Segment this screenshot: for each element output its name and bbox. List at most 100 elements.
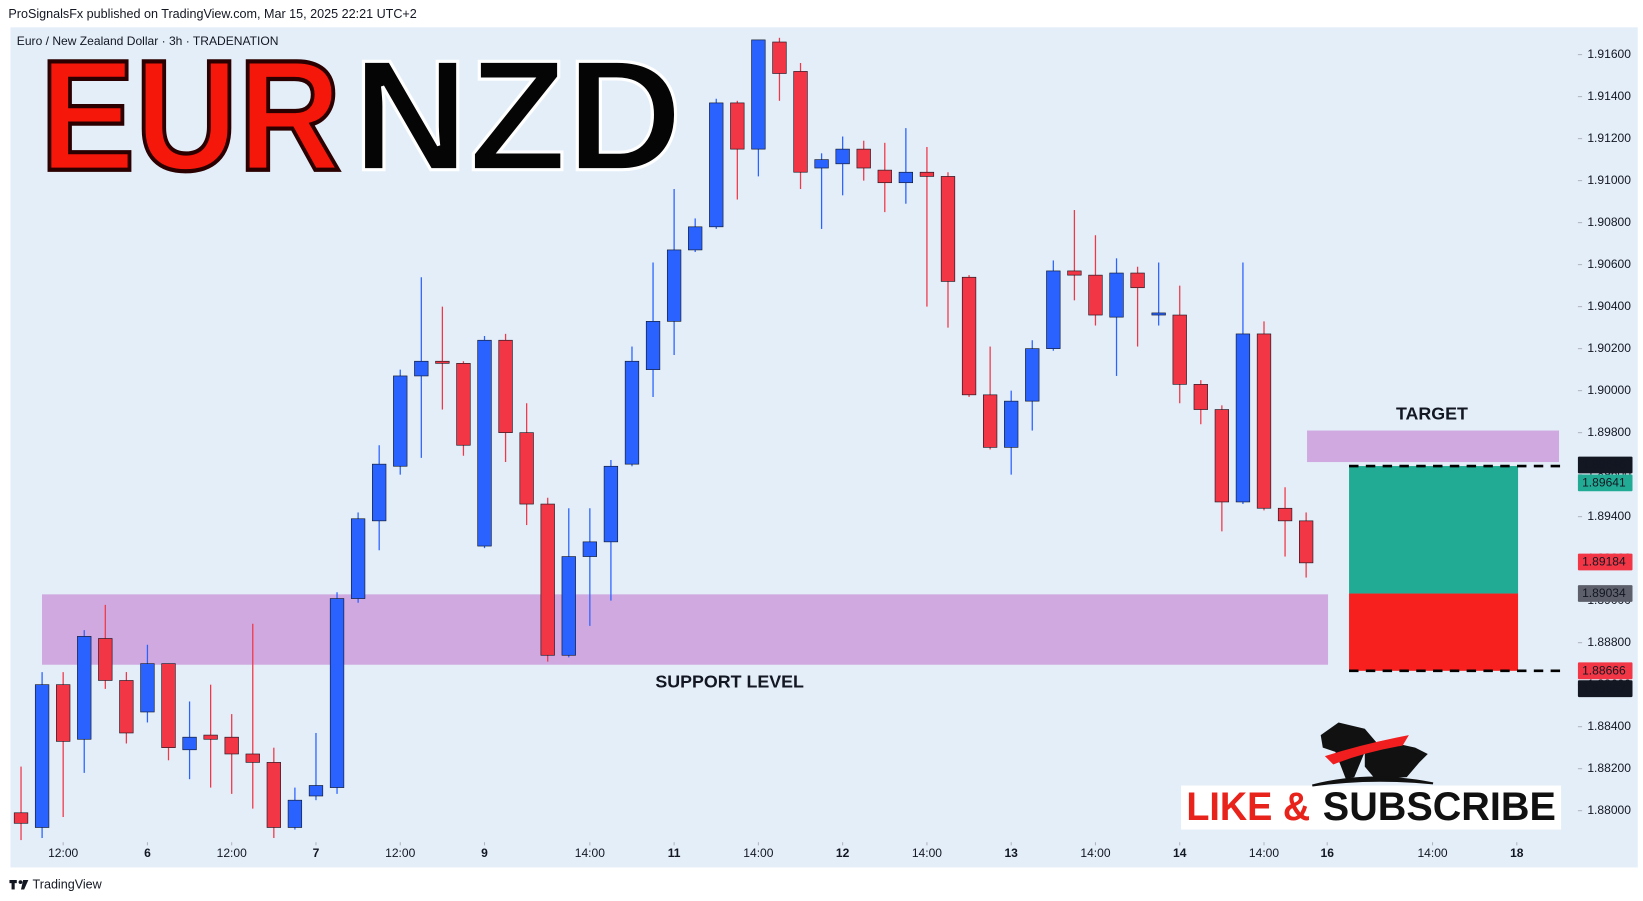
candle-body <box>393 375 408 467</box>
candle-body <box>498 339 513 433</box>
y-tick-label: 1.90200 <box>1587 341 1631 355</box>
candle-body <box>688 226 703 251</box>
y-tick-label: 1.91200 <box>1587 131 1631 145</box>
y-tick-label: 1.89800 <box>1587 425 1631 439</box>
candle-body <box>182 736 197 751</box>
y-tick-label: 1.90000 <box>1587 383 1631 397</box>
candle-body <box>1298 520 1314 564</box>
candle-body <box>1046 270 1061 349</box>
promo-like: LIKE & <box>1186 785 1310 829</box>
candle-body <box>77 636 92 740</box>
price-badge-label: 1.89646 <box>1582 458 1626 472</box>
x-tick-label: 6 <box>144 846 151 860</box>
x-tick-label: 12 <box>836 846 850 860</box>
candle-body <box>1172 314 1187 385</box>
y-tick-label: 1.91400 <box>1587 89 1631 103</box>
x-tick-label: 7 <box>313 846 320 860</box>
candle-body <box>1067 270 1082 276</box>
y-tick-label: 1.90400 <box>1587 299 1631 313</box>
x-tick-label: 14:00 <box>743 846 773 860</box>
swoosh <box>1324 735 1409 765</box>
x-tick-label: 18 <box>1510 846 1524 860</box>
candle-body <box>456 363 471 446</box>
candle-body <box>1088 274 1103 316</box>
loss-area <box>1349 593 1519 671</box>
candle-body <box>140 663 155 713</box>
candle-body <box>961 276 977 396</box>
x-tick-label: 14:00 <box>912 846 942 860</box>
candle-body <box>224 736 239 755</box>
candle-body <box>709 102 724 228</box>
x-tick-label: 14:00 <box>575 846 605 860</box>
candle-body <box>477 339 492 547</box>
candle-body <box>287 799 303 828</box>
candle-body <box>856 148 871 169</box>
x-tick-label: 14:00 <box>1417 846 1447 860</box>
candle-body <box>203 734 218 740</box>
price-badge <box>1577 474 1633 492</box>
candle-body <box>1214 409 1230 503</box>
x-tick-label: 12:00 <box>385 846 415 860</box>
x-tick-label: 14:00 <box>1249 846 1279 860</box>
x-tick-label: 12:00 <box>48 846 78 860</box>
candle-body <box>308 785 324 797</box>
x-tick-label: 16 <box>1320 846 1334 860</box>
candle-body <box>540 503 555 656</box>
overlay-title-nzd: NZD <box>353 28 683 204</box>
price-badge <box>1577 553 1633 571</box>
candle-body <box>814 159 829 169</box>
candle-body <box>1193 384 1208 410</box>
x-tick-label: 13 <box>1004 846 1018 860</box>
overlay-title-eur: EUR <box>40 28 341 204</box>
candle-body <box>919 171 935 177</box>
price-badge-label: 1.88662 <box>1582 681 1626 695</box>
y-tick-label: 1.88400 <box>1587 719 1631 733</box>
price-badge <box>1577 585 1633 602</box>
bear-shape <box>1364 743 1428 780</box>
candle-body <box>898 171 913 184</box>
candle-body <box>982 394 998 448</box>
candle-body <box>1004 400 1019 448</box>
candle-body <box>13 812 29 824</box>
candle-body <box>1130 272 1145 289</box>
candle-body <box>1151 312 1166 316</box>
x-tick-label: 11 <box>668 846 681 860</box>
y-tick-label: 1.91000 <box>1587 173 1631 187</box>
candle-body <box>119 680 134 734</box>
candle-body <box>245 753 260 763</box>
candle-body <box>772 41 787 74</box>
candle-body <box>940 176 956 282</box>
candle-body <box>793 71 808 173</box>
y-tick-label: 1.91600 <box>1587 47 1631 61</box>
price-badge-label: 1.88666 <box>1582 664 1626 678</box>
y-tick-label: 1.88000 <box>1587 803 1631 817</box>
support-label: SUPPORT LEVEL <box>655 671 804 691</box>
candle-body <box>751 39 766 150</box>
candle-body <box>161 663 176 748</box>
chart-title: Euro / New Zealand Dollar · 3h · TRADENA… <box>17 34 279 48</box>
x-tick-label: 14:00 <box>1080 846 1110 860</box>
promo-subscribe: SUBSCRIBE <box>1323 785 1556 829</box>
bull-bear-icon <box>1312 722 1434 787</box>
footer-brand: TradingView <box>33 878 103 892</box>
candle-body <box>666 249 682 322</box>
candle-body <box>877 169 892 184</box>
candle-body <box>1109 272 1124 318</box>
candle-body <box>603 465 619 543</box>
candle-body <box>98 638 113 681</box>
price-badge <box>1577 680 1633 698</box>
candle-body <box>561 556 576 656</box>
candle-body <box>1256 333 1272 509</box>
candle-body <box>414 360 429 377</box>
footer-logo <box>9 879 29 890</box>
y-tick-label: 1.89400 <box>1587 509 1631 523</box>
candle-body <box>56 684 71 742</box>
candle-body <box>34 684 50 828</box>
candle-body <box>372 463 387 522</box>
candle-body <box>329 598 345 788</box>
y-tick-label: 1.90600 <box>1587 257 1631 271</box>
price-badge-label: 1.89184 <box>1582 555 1626 569</box>
candle-body <box>1025 348 1040 402</box>
